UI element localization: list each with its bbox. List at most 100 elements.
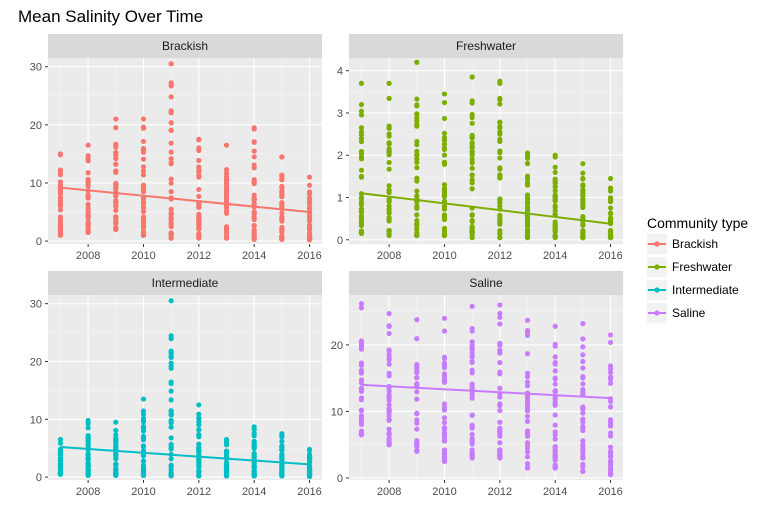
data-point: [358, 305, 365, 311]
data-point: [113, 462, 119, 468]
x-tick-label: 2016: [598, 486, 622, 498]
data-point: [414, 138, 420, 145]
y-tick-label: 0: [337, 235, 343, 247]
trend-line: [60, 186, 310, 214]
x-tick-label: 2010: [131, 486, 155, 498]
data-point: [607, 421, 614, 428]
data-point: [279, 185, 285, 191]
x-tick-label: 2012: [187, 250, 211, 262]
data-point: [168, 298, 174, 304]
data-point: [497, 425, 503, 431]
data-point: [140, 164, 147, 170]
data-point: [196, 411, 202, 417]
data-point: [251, 211, 257, 217]
legend-item-saline: Saline: [647, 303, 706, 323]
data-point: [497, 419, 503, 425]
data-point: [580, 464, 586, 470]
data-point: [497, 80, 503, 87]
data-point: [57, 207, 64, 213]
data-point: [552, 154, 558, 160]
data-point: [306, 473, 313, 479]
data-point: [414, 148, 420, 155]
data-point: [85, 205, 91, 211]
data-point: [580, 170, 586, 176]
data-point: [168, 83, 174, 89]
data-point: [497, 321, 503, 327]
data-point: [386, 413, 392, 419]
x-tick-label: 2012: [488, 250, 512, 262]
data-point: [580, 202, 586, 208]
data-point: [168, 365, 174, 371]
x-tick-label: 2008: [76, 250, 100, 262]
data-point: [497, 119, 503, 126]
data-point: [580, 438, 586, 444]
data-point: [386, 80, 392, 86]
panel-background: [48, 58, 322, 244]
data-point: [358, 112, 365, 118]
data-point: [497, 350, 503, 356]
legend-title: Community type: [647, 215, 748, 231]
data-point: [497, 314, 503, 320]
facet-panel-saline: Saline 0 10 20 2008 2010 2012 2014 2016: [331, 271, 623, 498]
data-point: [223, 184, 230, 190]
x-tick-label: 2008: [377, 486, 401, 498]
data-point: [85, 142, 91, 148]
data-point: [113, 125, 119, 131]
data-point: [386, 311, 392, 317]
data-point: [85, 435, 91, 441]
data-point: [441, 454, 448, 460]
data-point: [441, 141, 448, 147]
data-point: [386, 402, 392, 408]
data-point: [113, 150, 119, 156]
x-tick-label: 2016: [297, 250, 321, 262]
data-point: [469, 180, 475, 186]
data-point: [140, 172, 147, 178]
data-point: [251, 139, 257, 145]
data-point: [140, 453, 147, 459]
facet-panel-brackish: Brackish 0 10 20 30 2008 2010 2012 2014 2016: [30, 34, 322, 262]
data-point: [441, 137, 448, 143]
data-point: [85, 229, 91, 235]
data-point: [113, 161, 119, 167]
data-point: [306, 236, 313, 243]
data-point: [306, 196, 313, 202]
data-point: [386, 417, 392, 423]
data-point: [140, 205, 147, 211]
data-point: [607, 332, 614, 338]
data-point: [441, 371, 448, 377]
data-point: [414, 103, 420, 109]
data-point: [223, 166, 230, 173]
data-point: [223, 195, 230, 202]
data-point: [607, 462, 614, 468]
data-point: [552, 457, 558, 463]
facet-strip: [48, 34, 322, 58]
data-point: [580, 365, 586, 371]
data-point: [140, 396, 147, 402]
data-point: [469, 412, 475, 418]
data-point: [85, 201, 91, 207]
data-point: [113, 471, 119, 477]
data-point: [497, 125, 503, 131]
data-point: [441, 152, 448, 158]
data-point: [358, 344, 365, 350]
data-point: [524, 428, 531, 434]
data-point: [441, 328, 448, 334]
data-point: [85, 213, 91, 219]
data-point: [524, 222, 531, 228]
data-point: [524, 449, 531, 455]
data-point: [279, 204, 285, 210]
data-point: [580, 410, 586, 416]
legend-key-point: [654, 264, 660, 270]
data-point: [140, 138, 147, 145]
data-point: [168, 206, 174, 212]
data-point: [196, 419, 202, 425]
data-point: [113, 225, 119, 231]
data-point: [414, 317, 420, 323]
data-point: [168, 156, 174, 162]
y-tick-label: 0: [36, 236, 42, 248]
data-point: [386, 431, 392, 437]
facet-strip: [349, 34, 623, 58]
data-point: [497, 166, 503, 172]
data-point: [196, 157, 202, 164]
data-point: [223, 473, 230, 479]
